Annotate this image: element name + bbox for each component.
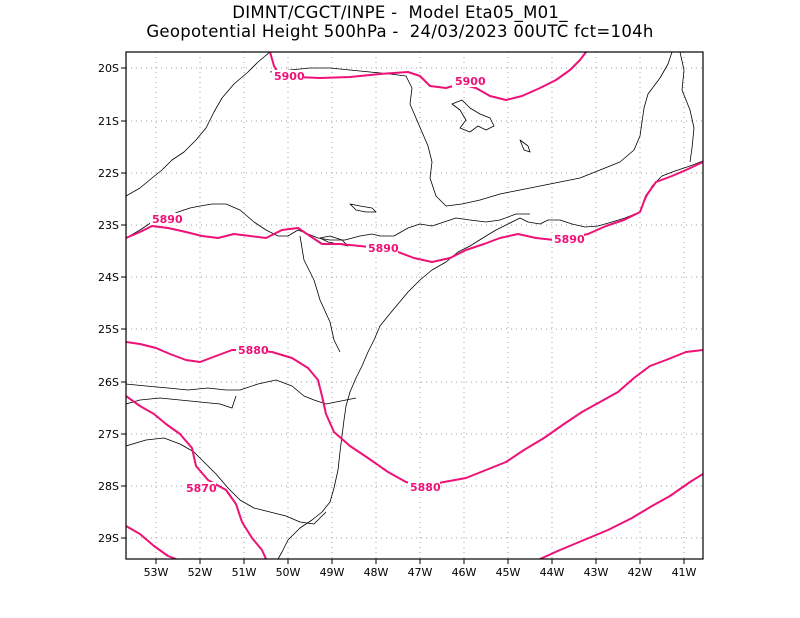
border-sp-pr	[126, 203, 530, 241]
border-ms-sp	[126, 52, 271, 197]
contour-5870	[126, 395, 267, 559]
contour-label-5880-1: 5880	[238, 344, 269, 357]
reservoir-4	[519, 139, 531, 153]
x-tick-label: 51W	[232, 566, 257, 579]
contour-label-5900-2: 5900	[455, 75, 486, 88]
map-frame	[125, 51, 704, 560]
y-tick-label: 25S	[98, 323, 119, 336]
reservoir-1	[451, 99, 495, 133]
contour-label-5890-2: 5890	[368, 242, 399, 255]
y-tick-label: 21S	[98, 115, 119, 128]
political-borders	[126, 52, 703, 559]
y-axis-labels: 20S 21S 22S 23S 24S 25S 26S 27S 28S 29S	[98, 62, 119, 545]
y-tick-label: 26S	[98, 376, 119, 389]
contour-label-5890-1: 5890	[152, 213, 183, 226]
coastline	[277, 160, 703, 559]
x-tick-label: 46W	[452, 566, 477, 579]
y-tick-label: 22S	[98, 167, 119, 180]
contour-5880	[126, 341, 703, 487]
contour-label-5870: 5870	[186, 482, 217, 495]
border-pr-sc	[126, 379, 357, 405]
contour-5870-lower	[126, 525, 177, 559]
axis-ticks	[121, 67, 685, 564]
x-tick-label: 49W	[320, 566, 345, 579]
contour-label-5880-2: 5880	[410, 481, 441, 494]
border-mg-es	[679, 52, 695, 163]
contour-labels: 5900 5900 5890 5890 5890 5880 5880 5870	[150, 70, 585, 495]
x-tick-label: 45W	[496, 566, 521, 579]
x-axis-labels: 53W 52W 51W 50W 49W 48W 47W 46W 45W 44W …	[144, 566, 697, 579]
reservoir-3	[319, 235, 349, 247]
x-tick-label: 42W	[628, 566, 653, 579]
y-tick-label: 20S	[98, 62, 119, 75]
contour-5890	[126, 161, 703, 263]
x-tick-label: 43W	[584, 566, 609, 579]
title-line-1: DIMNT/CGCT/INPE - Model Eta05_M01_	[232, 3, 568, 22]
x-tick-label: 53W	[144, 566, 169, 579]
x-tick-label: 41W	[672, 566, 697, 579]
map-title: DIMNT/CGCT/INPE - Model Eta05_M01_ Geopo…	[0, 3, 800, 41]
x-tick-label: 47W	[408, 566, 433, 579]
border-argentina	[126, 395, 237, 409]
y-tick-label: 24S	[98, 271, 119, 284]
border-sc-rs	[126, 437, 327, 525]
x-tick-label: 50W	[276, 566, 301, 579]
y-tick-label: 29S	[98, 532, 119, 545]
contour-label-5900-1: 5900	[274, 70, 305, 83]
x-tick-label: 48W	[364, 566, 389, 579]
y-tick-label: 28S	[98, 480, 119, 493]
contour-5870-east	[539, 473, 703, 559]
y-tick-label: 23S	[98, 219, 119, 232]
x-tick-label: 52W	[188, 566, 213, 579]
contour-5900-a	[269, 52, 587, 101]
x-tick-label: 44W	[540, 566, 565, 579]
border-pr-west	[299, 235, 341, 353]
reservoir-2	[349, 203, 377, 213]
title-line-2: Geopotential Height 500hPa - 24/03/2023 …	[146, 22, 654, 41]
contour-label-5890-3: 5890	[554, 233, 585, 246]
y-tick-label: 27S	[98, 428, 119, 441]
